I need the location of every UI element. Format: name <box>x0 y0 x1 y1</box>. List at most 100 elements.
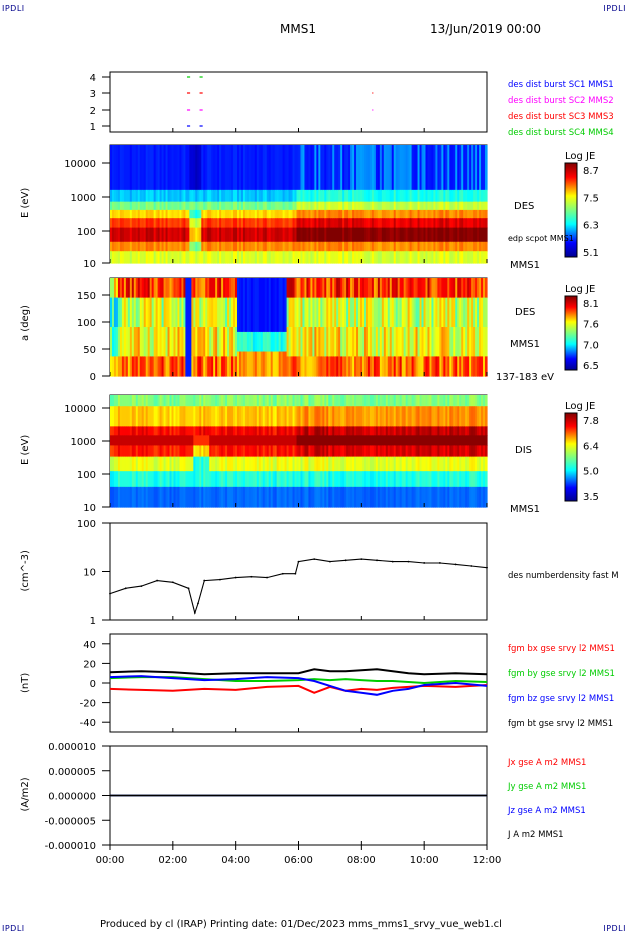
dis-energy-cell <box>175 395 179 407</box>
des-pitch-cell <box>318 356 321 377</box>
des-energy-cell <box>139 218 143 229</box>
des-energy-cell <box>421 251 425 264</box>
des-pitch-cell <box>469 297 472 328</box>
des-energy-cell <box>244 209 248 219</box>
des-pitch-cell <box>123 327 127 357</box>
des-energy-cell <box>240 227 244 243</box>
des-pitch-cell <box>391 356 395 377</box>
dis-energy-cell <box>415 395 419 407</box>
dis-energy-cell <box>409 471 413 488</box>
dis-energy-cell <box>191 435 194 446</box>
des-energy-cell <box>431 189 435 203</box>
des-energy-cell <box>113 145 117 191</box>
des-energy-cell <box>340 189 343 203</box>
des-pitch-cell <box>173 297 177 328</box>
des-energy-cell <box>110 145 113 191</box>
des-pitch-cell <box>375 297 379 328</box>
dis-energy-cell <box>371 426 375 436</box>
dis-energy-cell <box>473 471 476 488</box>
des-pitch-cell <box>209 278 212 299</box>
des-energy-cell <box>185 189 188 203</box>
dis-energy-cell <box>356 426 359 436</box>
des-pitch-cell <box>131 356 135 377</box>
des-energy-cell <box>110 218 113 229</box>
des-pitch-cell <box>336 356 339 377</box>
des-energy-cell <box>465 145 468 191</box>
des-energy-cell <box>461 251 464 264</box>
des-pitch-cell <box>181 297 185 328</box>
des-pitch-cell <box>119 356 123 377</box>
des-energy-cell <box>181 189 185 203</box>
des-energy-cell <box>141 251 145 264</box>
dis-energy-cell <box>292 486 296 508</box>
des-pitch-cell <box>225 327 228 357</box>
des-energy-cell <box>147 251 151 264</box>
des-energy-cell <box>421 218 425 229</box>
des-pitch-cell <box>455 297 458 328</box>
des-energy-cell <box>310 189 313 203</box>
des-energy-cell <box>113 218 117 229</box>
dis-energy-cell <box>443 406 446 427</box>
dis-energy-cell <box>447 456 450 472</box>
des-pitch-cell <box>318 327 321 357</box>
des-energy-cell <box>179 241 183 252</box>
des-pitch-cell <box>358 356 361 377</box>
dis-energy-cell <box>435 435 438 446</box>
des-pitch-cell <box>292 327 296 357</box>
des-energy-cell <box>431 241 435 252</box>
dis-energy-cell <box>171 471 175 488</box>
des-energy-cell <box>423 189 427 203</box>
des-energy-cell <box>159 189 163 203</box>
dis-energy-cell <box>233 426 236 436</box>
des-pitch-cell <box>358 278 361 299</box>
des-energy-cell <box>147 189 151 203</box>
dis-energy-cell <box>463 445 466 458</box>
des-energy-cell <box>227 189 230 203</box>
dis-energy-cell <box>254 406 258 427</box>
des-pitch-cell <box>129 278 133 299</box>
dis-energy-cell <box>163 456 167 472</box>
dis-energy-cell <box>217 471 220 488</box>
dis-energy-cell <box>348 406 351 427</box>
dis-energy-cell <box>409 435 413 446</box>
des-energy-cell <box>328 241 331 252</box>
des-energy-cell <box>137 227 141 243</box>
des-energy-cell <box>441 145 444 191</box>
des-pitch-cell <box>425 356 429 377</box>
des-energy-cell <box>149 189 153 203</box>
dis-energy-cell <box>161 471 165 488</box>
des-pitch-cell <box>461 327 464 357</box>
dis-energy-cell <box>203 395 206 407</box>
des-energy-cell <box>193 189 196 203</box>
des-energy-cell <box>135 241 139 252</box>
des-energy-cell <box>405 218 409 229</box>
dis-energy-cell <box>121 426 125 436</box>
dis-energy-cell <box>175 435 179 446</box>
dis-energy-cell <box>340 426 343 436</box>
dis-energy-cell <box>375 445 379 458</box>
dis-energy-cell <box>314 406 317 427</box>
dis-energy-cell <box>369 471 373 488</box>
dis-energy-cell <box>415 486 419 508</box>
dis-energy-cell <box>441 426 444 436</box>
des-energy-cell <box>425 201 429 211</box>
dis-energy-cell <box>363 426 367 436</box>
dis-energy-cell <box>300 426 304 436</box>
des-energy-cell <box>246 227 250 243</box>
dis-energy-cell <box>213 426 216 436</box>
dis-energy-cell <box>211 471 214 488</box>
dis-energy-cell <box>479 471 482 488</box>
dis-energy-cell <box>373 445 377 458</box>
des-pitch-cell <box>316 297 319 328</box>
colorbar-title: Log JE <box>565 151 595 162</box>
dis-energy-cell <box>401 471 405 488</box>
des-energy-cell <box>268 218 272 229</box>
des-pitch-cell <box>473 356 476 377</box>
dis-energy-cell <box>123 435 127 446</box>
des-pitch-cell <box>217 327 220 357</box>
dis-energy-cell <box>415 426 419 436</box>
des-pitch-cell <box>246 331 250 353</box>
dis-energy-cell <box>191 486 194 508</box>
dis-energy-cell <box>147 471 151 488</box>
dis-energy-cell <box>338 456 341 472</box>
